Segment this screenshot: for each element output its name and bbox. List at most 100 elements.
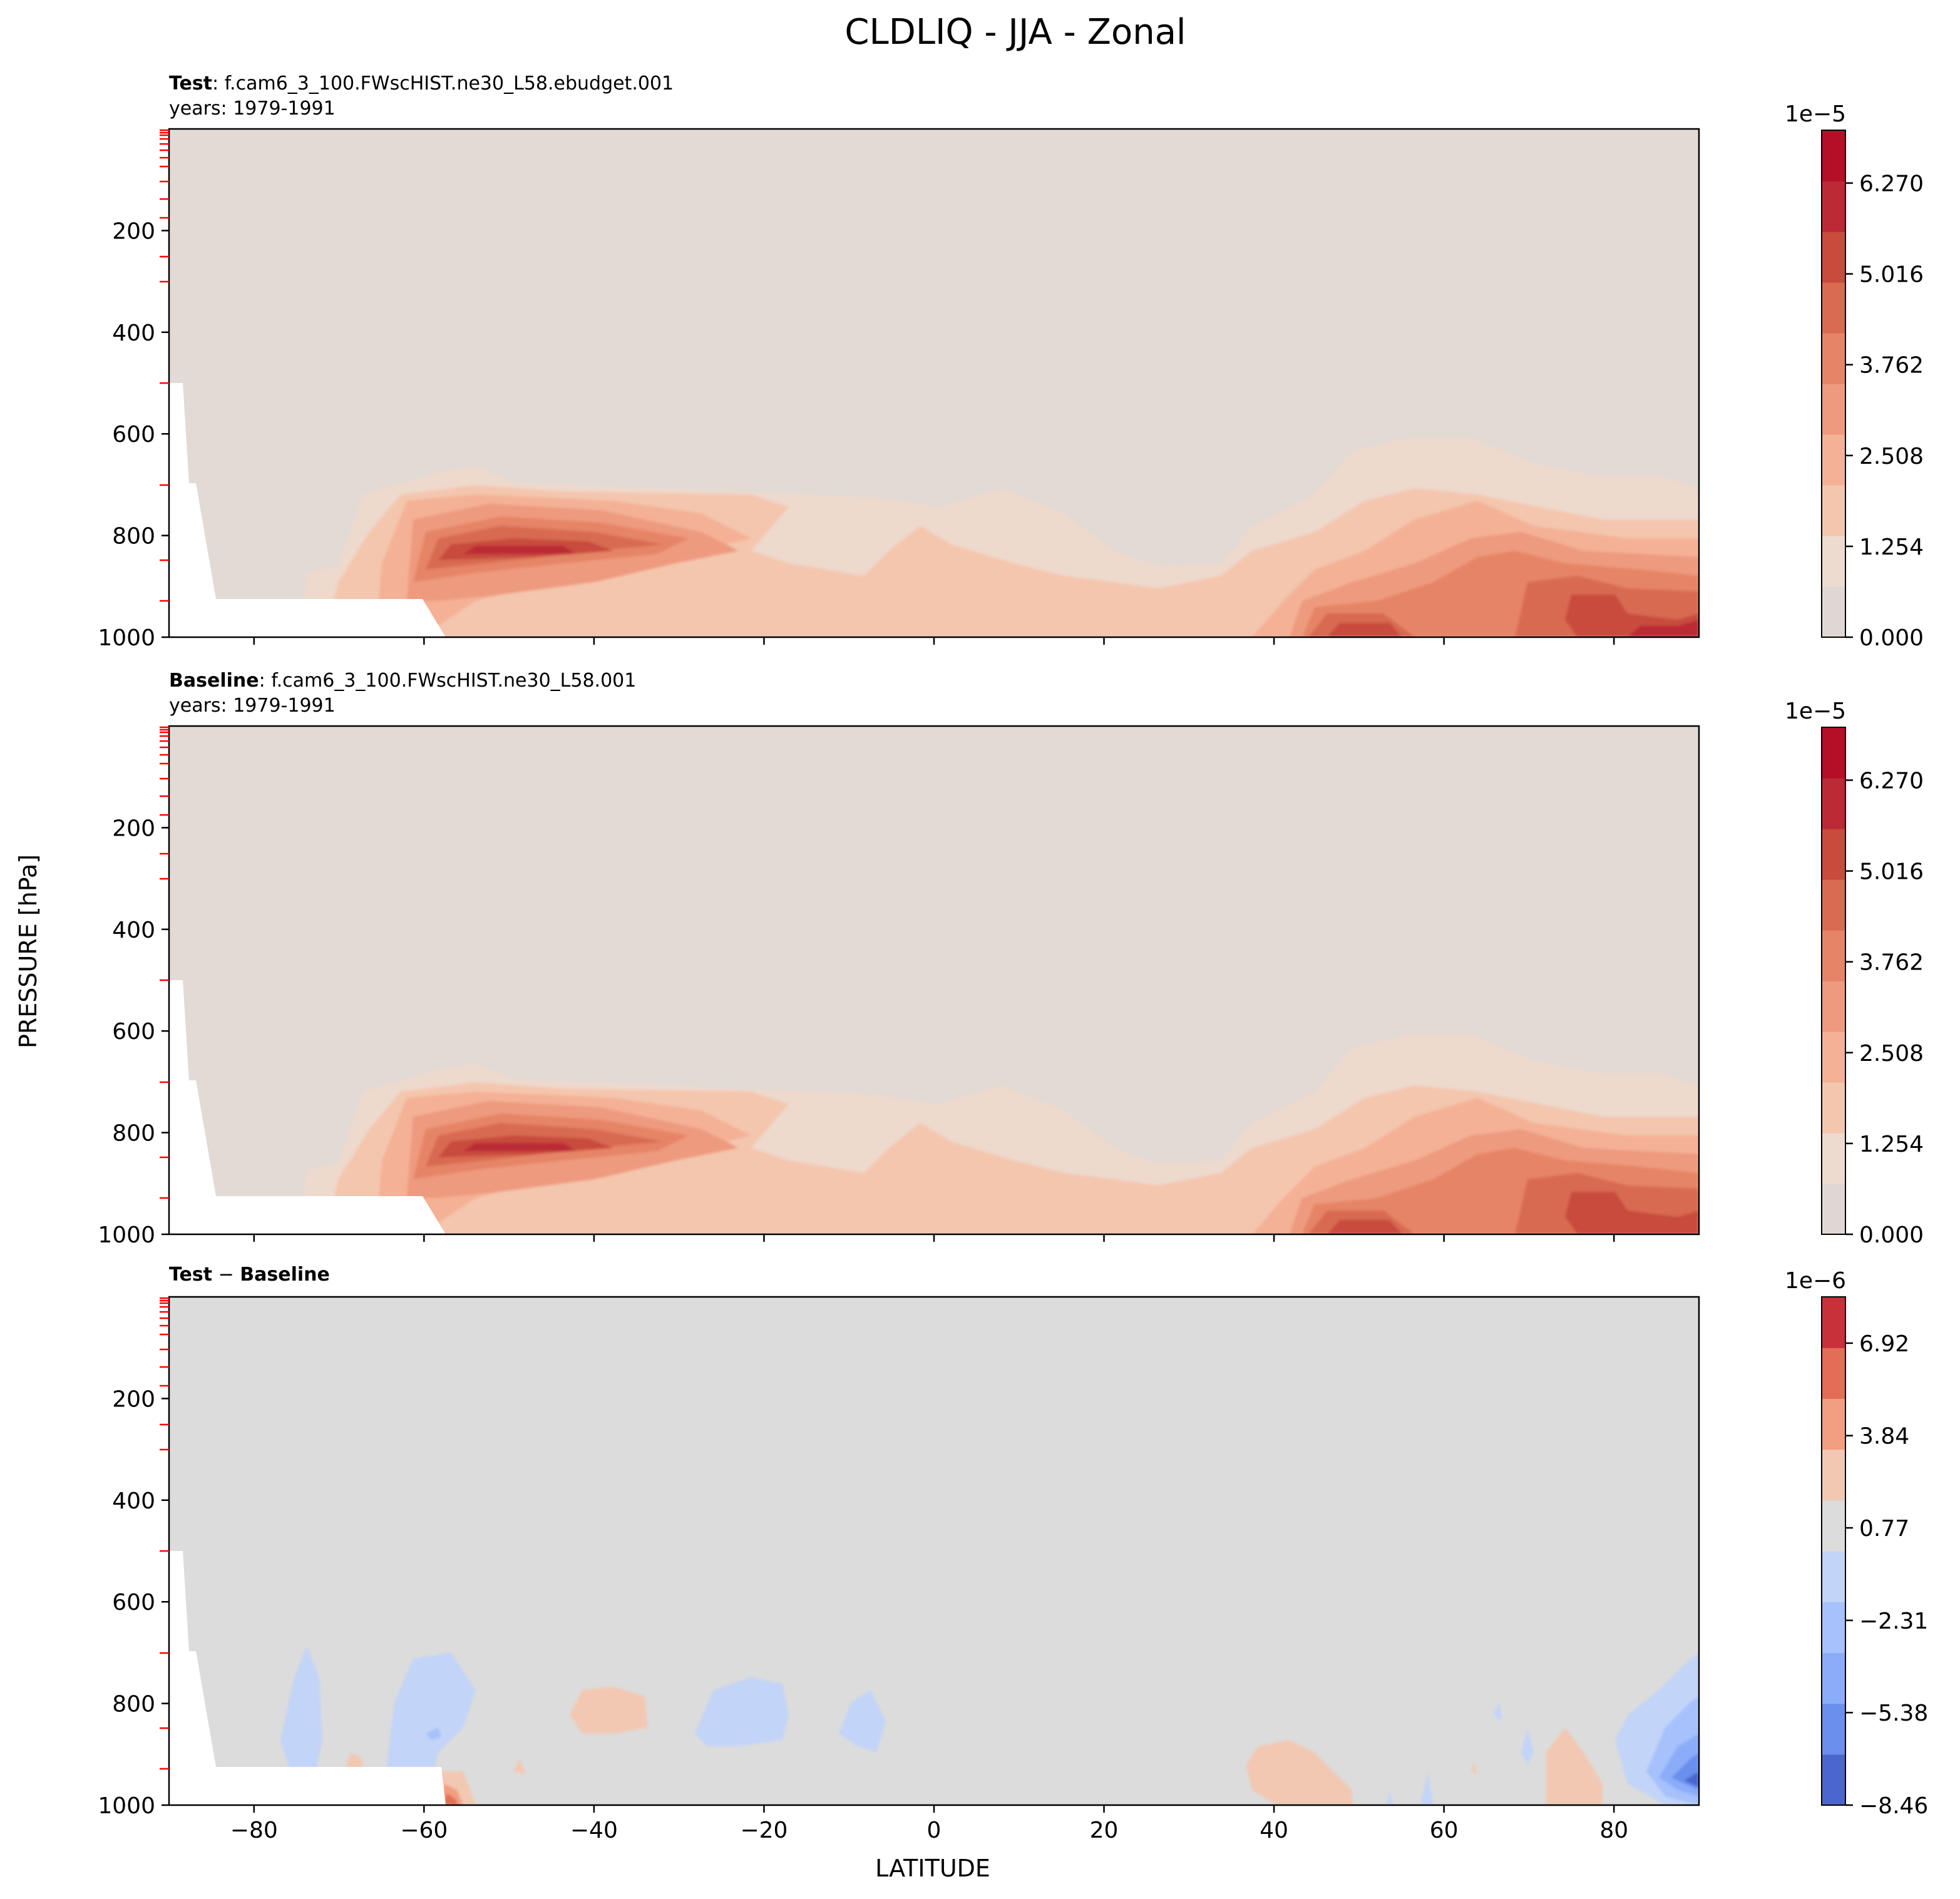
panel3-colorbar-tick-label: 3.84	[1859, 1424, 1909, 1450]
panel3-colorbar-tick-label: 0.77	[1859, 1516, 1909, 1542]
panel2-ytick-label: 1000	[98, 1222, 155, 1248]
panel-baseline-label-rest: : f.cam6_3_100.FWscHIST.ne30_L58.001	[259, 670, 637, 692]
test-contour-l5	[413, 516, 1699, 637]
panel3-colorbar-tick-label: −5.38	[1859, 1701, 1928, 1726]
panel-test-label-rest: : f.cam6_3_100.FWscHIST.ne30_L58.ebudget…	[212, 73, 674, 95]
panel3-xtick-label: −60	[400, 1818, 448, 1843]
panel3-colorbar-tick-label: 6.92	[1859, 1331, 1909, 1357]
panel-baseline-label-bold: Baseline	[169, 670, 259, 692]
panel2-colorbar-tick-label: 6.270	[1859, 768, 1924, 794]
panel-baseline-label: Baseline: f.cam6_3_100.FWscHIST.ne30_L58…	[169, 670, 636, 692]
panel-baseline-level-ticks	[160, 726, 169, 1199]
panel-difference-topography-mask	[169, 1551, 446, 1805]
panel3-xtick-label: 80	[1599, 1818, 1628, 1843]
panel2-colorbar-band	[1822, 1031, 1845, 1083]
panel-difference-label-sep: −	[212, 1264, 240, 1286]
panel2-colorbar-tick-label: 3.762	[1859, 950, 1924, 976]
panel1-ytick-label: 800	[112, 524, 155, 550]
panel3-ytick-label: 1000	[98, 1793, 155, 1819]
panel2-colorbar-band	[1822, 879, 1845, 931]
panel1-colorbar-band	[1822, 485, 1845, 536]
panel2-colorbar-band	[1822, 727, 1845, 779]
panel-difference-label-b: Baseline	[240, 1264, 330, 1286]
diff-blue-max	[1684, 1771, 1699, 1787]
panel2-ytick-label: 400	[112, 918, 155, 943]
panel3-colorbar-band	[1822, 1449, 1845, 1501]
panel3-colorbar-band	[1822, 1500, 1845, 1552]
y-axis-label: PRESSURE [hPa]	[14, 854, 42, 1048]
panel-difference-level-ticks	[160, 1297, 169, 1770]
diff-red-weak-1	[570, 1687, 648, 1734]
panel1-colorbar-band	[1822, 333, 1845, 384]
panel-difference-label-a: Test	[169, 1264, 212, 1286]
panel-difference-plot	[169, 1297, 1699, 1805]
panel1-colorbar-tick-label: 0.000	[1859, 625, 1924, 651]
panel3-ytick-label: 400	[112, 1488, 155, 1514]
panel3-xtick-label: 20	[1090, 1818, 1119, 1843]
diff-red-weak-3	[1546, 1728, 1603, 1805]
panel3-colorbar-tick-label: −2.31	[1859, 1609, 1928, 1634]
panel1-colorbar-band	[1822, 232, 1845, 283]
panel2-ytick-label: 200	[112, 816, 155, 841]
panel3-ytick-label: 600	[112, 1590, 155, 1615]
panel1-colorbar-tick-label: 3.762	[1859, 353, 1924, 379]
panel3-colorbar-band	[1822, 1652, 1845, 1704]
diff-blue-inner	[426, 1728, 441, 1740]
panel1-colorbar-band	[1822, 384, 1845, 435]
panel3-xtick-label: 40	[1260, 1818, 1288, 1843]
panel1-ytick-label: 400	[112, 320, 155, 346]
panel1-colorbar-exponent: 1e−5	[1785, 101, 1846, 127]
panel1-ytick-label: 1000	[98, 625, 155, 651]
panel1-ytick-label: 600	[112, 422, 155, 448]
panel2-colorbar-band	[1822, 930, 1845, 981]
figure-title: CLDLIQ - JJA - Zonal	[844, 12, 1186, 53]
panel3-colorbar-band	[1822, 1297, 1845, 1348]
panel-test-level-ticks	[160, 129, 169, 602]
diff-blue-weak-4	[839, 1690, 886, 1753]
panel2-colorbar-band	[1822, 1133, 1845, 1184]
panel1-colorbar-tick-label: 2.508	[1859, 444, 1924, 469]
panel1-colorbar-band	[1822, 434, 1845, 486]
panel3-colorbar-band	[1822, 1703, 1845, 1755]
panel1-colorbar-band	[1822, 130, 1845, 182]
panel3-xtick-label: −80	[230, 1818, 278, 1843]
panel1-ytick-label: 200	[112, 218, 155, 244]
panel2-colorbar-band	[1822, 1184, 1845, 1235]
panel3-ytick-label: 200	[112, 1386, 155, 1412]
panel1-colorbar-band	[1822, 586, 1845, 638]
panel3-colorbar-band	[1822, 1348, 1845, 1399]
panel-baseline-years: years: 1979-1991	[169, 695, 336, 717]
panel-test-plot	[169, 129, 1699, 637]
panel3-ytick-label: 800	[112, 1692, 155, 1717]
panel3-colorbar-band	[1822, 1602, 1845, 1653]
panel-test-years: years: 1979-1991	[169, 98, 336, 120]
panel-test-contours	[300, 438, 1699, 637]
panel-difference-label: Test − Baseline	[169, 1264, 330, 1286]
panel1-colorbar-band	[1822, 282, 1845, 334]
panel-difference-contours	[280, 1646, 1699, 1805]
panel3-colorbar-band	[1822, 1551, 1845, 1602]
panel3-xtick-label: −20	[740, 1818, 788, 1843]
baseline-contour-l5	[413, 1113, 1699, 1234]
panel3-xtick-label: 60	[1430, 1818, 1459, 1843]
panel3-xtick-label: −40	[570, 1818, 618, 1843]
panel2-colorbar-band	[1822, 1082, 1845, 1134]
panel2-ytick-label: 800	[112, 1121, 155, 1147]
panel-baseline-contours	[300, 1035, 1699, 1234]
panel2-colorbar-band	[1822, 981, 1845, 1032]
panel3-xtick-label: 0	[927, 1818, 942, 1843]
panel1-colorbar-frame	[1821, 130, 1846, 638]
panel1-colorbar-band	[1822, 536, 1845, 587]
colorbar-layer: 0.000 1.254 2.508 3.762 5.016 6.270 1e−5 0.000 1…	[1785, 101, 1928, 1819]
panel-test-topography-mask	[169, 383, 446, 637]
panel3-colorbar-band	[1822, 1398, 1845, 1450]
panel2-ytick-label: 600	[112, 1019, 155, 1045]
diff-red-strong	[443, 1793, 458, 1805]
panel2-colorbar-tick-label: 5.016	[1859, 859, 1924, 885]
panel2-colorbar-band	[1822, 778, 1845, 829]
diff-blue-weak-3	[695, 1677, 789, 1746]
panel2-colorbar-band	[1822, 829, 1845, 880]
panel-test: Test: f.cam6_3_100.FWscHIST.ne30_L58.ebu…	[160, 73, 1700, 638]
